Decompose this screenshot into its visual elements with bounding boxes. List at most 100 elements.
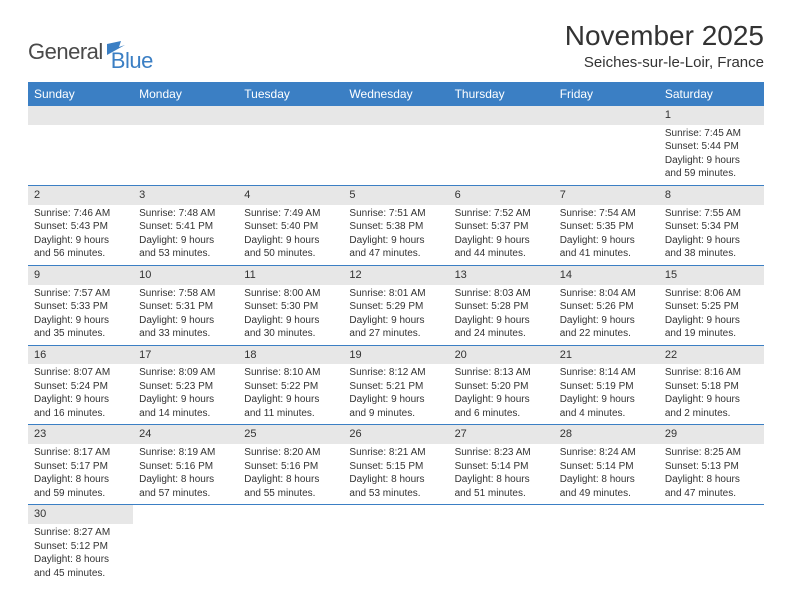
sunrise-text: Sunrise: 7:46 AM — [34, 207, 127, 221]
daylight-text: Daylight: 9 hours and 11 minutes. — [244, 393, 337, 420]
sunset-text: Sunset: 5:38 PM — [349, 220, 442, 234]
calendar-day-cell — [133, 106, 238, 185]
sunset-text: Sunset: 5:13 PM — [665, 460, 758, 474]
calendar-day-cell: 16Sunrise: 8:07 AMSunset: 5:24 PMDayligh… — [28, 345, 133, 425]
sunrise-text: Sunrise: 8:27 AM — [34, 526, 127, 540]
sunset-text: Sunset: 5:24 PM — [34, 380, 127, 394]
calendar-week-row: 30Sunrise: 8:27 AMSunset: 5:12 PMDayligh… — [28, 505, 764, 584]
sunset-text: Sunset: 5:17 PM — [34, 460, 127, 474]
sunset-text: Sunset: 5:18 PM — [665, 380, 758, 394]
sunset-text: Sunset: 5:16 PM — [244, 460, 337, 474]
weekday-header: Saturday — [659, 82, 764, 106]
sunset-text: Sunset: 5:30 PM — [244, 300, 337, 314]
page-title: November 2025 — [565, 20, 764, 52]
day-details: Sunrise: 7:52 AMSunset: 5:37 PMDaylight:… — [449, 205, 554, 265]
calendar-day-cell: 5Sunrise: 7:51 AMSunset: 5:38 PMDaylight… — [343, 185, 448, 265]
sunrise-text: Sunrise: 8:06 AM — [665, 287, 758, 301]
sunrise-text: Sunrise: 8:10 AM — [244, 366, 337, 380]
day-number-empty — [238, 505, 343, 524]
sunset-text: Sunset: 5:25 PM — [665, 300, 758, 314]
daylight-text: Daylight: 9 hours and 4 minutes. — [560, 393, 653, 420]
weekday-header-row: Sunday Monday Tuesday Wednesday Thursday… — [28, 82, 764, 106]
day-details: Sunrise: 8:25 AMSunset: 5:13 PMDaylight:… — [659, 444, 764, 504]
sunrise-text: Sunrise: 8:14 AM — [560, 366, 653, 380]
weekday-header: Thursday — [449, 82, 554, 106]
day-number-empty — [133, 106, 238, 125]
day-number-empty — [659, 505, 764, 524]
day-number: 17 — [133, 346, 238, 365]
day-details: Sunrise: 8:23 AMSunset: 5:14 PMDaylight:… — [449, 444, 554, 504]
sunset-text: Sunset: 5:44 PM — [665, 140, 758, 154]
calendar-day-cell — [238, 505, 343, 584]
sunrise-text: Sunrise: 8:00 AM — [244, 287, 337, 301]
day-number: 16 — [28, 346, 133, 365]
day-number: 5 — [343, 186, 448, 205]
sunrise-text: Sunrise: 8:23 AM — [455, 446, 548, 460]
day-number: 11 — [238, 266, 343, 285]
daylight-text: Daylight: 9 hours and 41 minutes. — [560, 234, 653, 261]
calendar-day-cell: 17Sunrise: 8:09 AMSunset: 5:23 PMDayligh… — [133, 345, 238, 425]
calendar-day-cell: 8Sunrise: 7:55 AMSunset: 5:34 PMDaylight… — [659, 185, 764, 265]
daylight-text: Daylight: 9 hours and 19 minutes. — [665, 314, 758, 341]
sunrise-text: Sunrise: 7:57 AM — [34, 287, 127, 301]
day-number: 14 — [554, 266, 659, 285]
sunrise-text: Sunrise: 8:09 AM — [139, 366, 232, 380]
day-number: 22 — [659, 346, 764, 365]
day-details: Sunrise: 8:17 AMSunset: 5:17 PMDaylight:… — [28, 444, 133, 504]
day-details: Sunrise: 8:04 AMSunset: 5:26 PMDaylight:… — [554, 285, 659, 345]
calendar-day-cell: 24Sunrise: 8:19 AMSunset: 5:16 PMDayligh… — [133, 425, 238, 505]
sunset-text: Sunset: 5:41 PM — [139, 220, 232, 234]
sunrise-text: Sunrise: 8:19 AM — [139, 446, 232, 460]
header: General Blue November 2025 Seiches-sur-l… — [28, 20, 764, 74]
sunrise-text: Sunrise: 8:03 AM — [455, 287, 548, 301]
sunrise-text: Sunrise: 7:55 AM — [665, 207, 758, 221]
calendar-day-cell — [343, 106, 448, 185]
daylight-text: Daylight: 9 hours and 22 minutes. — [560, 314, 653, 341]
calendar-day-cell — [659, 505, 764, 584]
day-number: 21 — [554, 346, 659, 365]
daylight-text: Daylight: 9 hours and 27 minutes. — [349, 314, 442, 341]
day-details: Sunrise: 7:48 AMSunset: 5:41 PMDaylight:… — [133, 205, 238, 265]
sunrise-text: Sunrise: 7:51 AM — [349, 207, 442, 221]
day-number: 3 — [133, 186, 238, 205]
day-details: Sunrise: 7:51 AMSunset: 5:38 PMDaylight:… — [343, 205, 448, 265]
calendar-day-cell — [343, 505, 448, 584]
sunrise-text: Sunrise: 7:58 AM — [139, 287, 232, 301]
daylight-text: Daylight: 9 hours and 9 minutes. — [349, 393, 442, 420]
daylight-text: Daylight: 9 hours and 38 minutes. — [665, 234, 758, 261]
day-number-empty — [343, 106, 448, 125]
daylight-text: Daylight: 8 hours and 57 minutes. — [139, 473, 232, 500]
sunrise-text: Sunrise: 8:25 AM — [665, 446, 758, 460]
weekday-header: Monday — [133, 82, 238, 106]
daylight-text: Daylight: 8 hours and 55 minutes. — [244, 473, 337, 500]
calendar-day-cell: 13Sunrise: 8:03 AMSunset: 5:28 PMDayligh… — [449, 265, 554, 345]
sunset-text: Sunset: 5:43 PM — [34, 220, 127, 234]
calendar-day-cell: 25Sunrise: 8:20 AMSunset: 5:16 PMDayligh… — [238, 425, 343, 505]
day-details: Sunrise: 8:09 AMSunset: 5:23 PMDaylight:… — [133, 364, 238, 424]
calendar-day-cell: 22Sunrise: 8:16 AMSunset: 5:18 PMDayligh… — [659, 345, 764, 425]
day-number: 28 — [554, 425, 659, 444]
day-details: Sunrise: 8:10 AMSunset: 5:22 PMDaylight:… — [238, 364, 343, 424]
day-details: Sunrise: 7:58 AMSunset: 5:31 PMDaylight:… — [133, 285, 238, 345]
day-number: 13 — [449, 266, 554, 285]
calendar-day-cell: 2Sunrise: 7:46 AMSunset: 5:43 PMDaylight… — [28, 185, 133, 265]
weekday-header: Wednesday — [343, 82, 448, 106]
day-number-empty — [238, 106, 343, 125]
day-number: 9 — [28, 266, 133, 285]
calendar-day-cell: 28Sunrise: 8:24 AMSunset: 5:14 PMDayligh… — [554, 425, 659, 505]
calendar-week-row: 2Sunrise: 7:46 AMSunset: 5:43 PMDaylight… — [28, 185, 764, 265]
sunrise-text: Sunrise: 8:17 AM — [34, 446, 127, 460]
sunset-text: Sunset: 5:16 PM — [139, 460, 232, 474]
daylight-text: Daylight: 8 hours and 51 minutes. — [455, 473, 548, 500]
day-number-empty — [554, 106, 659, 125]
sunrise-text: Sunrise: 7:54 AM — [560, 207, 653, 221]
daylight-text: Daylight: 8 hours and 59 minutes. — [34, 473, 127, 500]
sunrise-text: Sunrise: 7:48 AM — [139, 207, 232, 221]
calendar-day-cell: 14Sunrise: 8:04 AMSunset: 5:26 PMDayligh… — [554, 265, 659, 345]
day-details: Sunrise: 8:00 AMSunset: 5:30 PMDaylight:… — [238, 285, 343, 345]
sunset-text: Sunset: 5:34 PM — [665, 220, 758, 234]
calendar-day-cell: 9Sunrise: 7:57 AMSunset: 5:33 PMDaylight… — [28, 265, 133, 345]
day-details: Sunrise: 7:45 AMSunset: 5:44 PMDaylight:… — [659, 125, 764, 185]
calendar-day-cell: 23Sunrise: 8:17 AMSunset: 5:17 PMDayligh… — [28, 425, 133, 505]
sunrise-text: Sunrise: 8:16 AM — [665, 366, 758, 380]
